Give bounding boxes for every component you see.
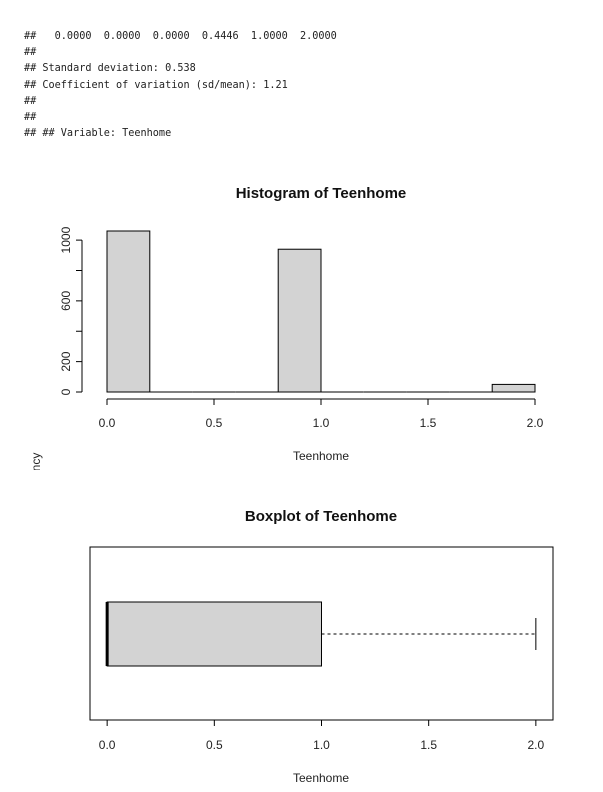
boxplot-marks: [105, 601, 537, 667]
histogram-chart: Histogram of Teenhome 0.0 0.5 1.0 1.5 2.0 0 2…: [29, 185, 544, 470]
console-line: ## Standard deviation: 0.538: [24, 63, 196, 75]
histogram-bar: [491, 383, 536, 393]
console-line: ## ## Variable: Teenhome: [24, 128, 172, 140]
boxplot-x-tick-label: 0.0: [99, 738, 116, 752]
histogram-y-label: Frequency: [29, 453, 43, 470]
boxplot-x-label: Teenhome: [293, 771, 349, 785]
boxplot-box: [106, 601, 322, 667]
boxplot-chart: Boxplot of Teenhome 0.0 0.5 1.0 1.5 2.0 Teen…: [89, 508, 554, 785]
histogram-x-tick-label: 2.0: [527, 416, 544, 430]
boxplot-x-tick-label: 2.0: [528, 738, 545, 752]
histogram-x-axis: 0.0 0.5 1.0 1.5 2.0: [99, 398, 544, 430]
histogram-x-tick-label: 1.5: [420, 416, 437, 430]
histogram-x-tick-label: 0.0: [99, 416, 116, 430]
console-line: ##: [24, 111, 37, 123]
histogram-x-tick-label: 1.0: [313, 416, 330, 430]
histogram-x-tick-label: 0.5: [206, 416, 223, 430]
histogram-y-tick-label: 200: [59, 351, 73, 371]
histogram-bar: [106, 230, 151, 393]
boxplot-x-axis: 0.0 0.5 1.0 1.5 2.0: [99, 719, 545, 752]
histogram-x-label: Teenhome: [293, 449, 349, 463]
histogram-y-tick-label: 0: [59, 388, 73, 395]
console-output: ## 0.0000 0.0000 0.0000 0.4446 1.0000 2.…: [24, 29, 337, 142]
boxplot-x-tick-label: 1.0: [313, 738, 330, 752]
histogram-y-axis: 0 200 600 1000: [59, 226, 83, 395]
histogram-title: Histogram of Teenhome: [236, 185, 407, 202]
boxplot-x-tick-label: 0.5: [206, 738, 223, 752]
histogram-y-tick-label: 1000: [59, 226, 73, 253]
boxplot-x-tick-label: 1.5: [420, 738, 437, 752]
boxplot-title: Boxplot of Teenhome: [245, 508, 397, 525]
console-line: ##: [24, 47, 37, 59]
console-line: ## Coefficient of variation (sd/mean): 1…: [24, 79, 288, 91]
histogram-bar: [277, 248, 322, 393]
console-line: ##: [24, 95, 37, 107]
histogram-y-tick-label: 600: [59, 291, 73, 311]
console-line: ## 0.0000 0.0000 0.0000 0.4446 1.0000 2.…: [24, 31, 337, 42]
histogram-bars: [106, 230, 536, 393]
